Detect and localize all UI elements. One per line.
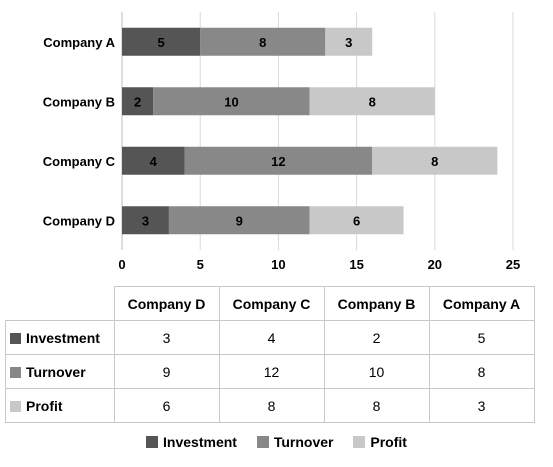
- bars: 5 8 3 2 10 8 4 12 8 3 9 6: [122, 27, 498, 235]
- legend: Investment Turnover Profit: [0, 434, 553, 451]
- data-label: 5: [157, 35, 164, 50]
- data-label: 8: [369, 94, 376, 109]
- investment-swatch: [146, 436, 159, 448]
- legend-label: Investment: [163, 434, 237, 450]
- row-header: Turnover: [5, 354, 115, 389]
- bar-segment: [325, 27, 373, 56]
- column-header: Company B: [323, 286, 430, 321]
- bar-segment: [122, 206, 169, 235]
- category-label: Company D: [43, 213, 115, 228]
- bar-segment: [372, 146, 498, 175]
- x-tick-label: 20: [428, 257, 442, 272]
- bar-segment: [122, 87, 154, 116]
- row-label: Turnover: [26, 363, 86, 380]
- data-label: 8: [431, 154, 438, 169]
- data-label: 8: [259, 35, 266, 50]
- row-label: Profit: [26, 397, 63, 414]
- bar-segment: [122, 27, 201, 56]
- table-row: Turnover 9 12 10 8: [5, 354, 535, 389]
- category-label: Company C: [43, 154, 116, 169]
- profit-swatch: [10, 400, 21, 412]
- legend-item: Profit: [353, 434, 407, 450]
- table-cell: 5: [428, 320, 535, 355]
- category-labels: Company A Company B Company C Company D: [43, 35, 116, 229]
- table-cell: 6: [113, 388, 220, 423]
- data-table: Company D Company C Company B Company A …: [5, 286, 535, 423]
- table-cell: 9: [113, 354, 220, 389]
- data-label: 3: [142, 213, 149, 228]
- profit-swatch: [353, 436, 366, 448]
- bar-segment: [184, 146, 373, 175]
- category-label: Company B: [43, 94, 115, 109]
- investment-swatch: [10, 332, 21, 344]
- turnover-swatch: [256, 436, 269, 448]
- data-label: 3: [345, 35, 352, 50]
- row-header: Profit: [5, 388, 115, 423]
- table-cell: 8: [218, 388, 325, 423]
- row-label: Investment: [26, 329, 100, 346]
- x-tick-label: 25: [506, 257, 520, 272]
- x-tick-label: 15: [349, 257, 363, 272]
- x-axis-ticks: 0 5 10 15 20 25: [118, 257, 520, 272]
- bar-segment: [168, 206, 310, 235]
- data-label: 2: [134, 94, 141, 109]
- table-cell: 3: [113, 320, 220, 355]
- bar-segment: [309, 206, 404, 235]
- table-row: Profit 6 8 8 3: [5, 388, 535, 423]
- data-label: 9: [236, 213, 243, 228]
- x-tick-label: 10: [271, 257, 285, 272]
- column-header: Company C: [218, 286, 325, 321]
- category-label: Company A: [43, 35, 115, 50]
- data-label: 6: [353, 213, 360, 228]
- table-cell: 8: [323, 388, 430, 423]
- table-cell: 3: [428, 388, 535, 423]
- bar-segment: [122, 146, 185, 175]
- table-header-row: Company D Company C Company B Company A: [5, 286, 535, 321]
- table-cell: 10: [323, 354, 430, 389]
- table-cell: 2: [323, 320, 430, 355]
- row-header: Investment: [5, 320, 115, 355]
- legend-label: Turnover: [273, 434, 334, 450]
- x-tick-label: 5: [197, 257, 204, 272]
- legend-label: Profit: [370, 434, 407, 450]
- data-label: 4: [150, 154, 158, 169]
- table-cell: 4: [218, 320, 325, 355]
- x-tick-label: 0: [118, 257, 125, 272]
- data-label: 12: [271, 154, 285, 169]
- turnover-swatch: [10, 366, 21, 378]
- column-header: Company A: [428, 286, 535, 321]
- legend-item: Investment: [146, 434, 237, 450]
- table-cell: 8: [428, 354, 535, 389]
- bar-segment: [309, 87, 435, 116]
- table-cell: 12: [218, 354, 325, 389]
- table-row: Investment 3 4 2 5: [5, 320, 535, 355]
- table-corner: [5, 286, 115, 321]
- bar-segment: [153, 87, 310, 116]
- data-label: 10: [224, 94, 238, 109]
- column-header: Company D: [113, 286, 220, 321]
- bar-segment: [200, 27, 326, 56]
- legend-item: Turnover: [256, 434, 334, 450]
